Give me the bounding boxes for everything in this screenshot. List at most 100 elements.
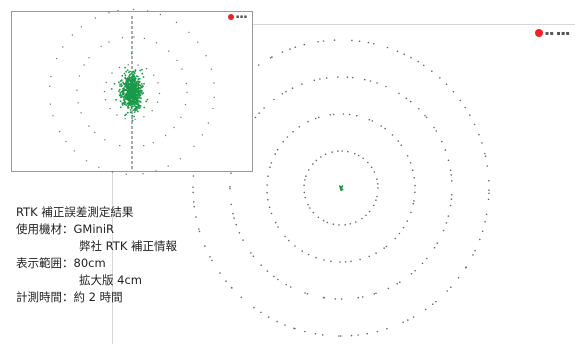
ring-point <box>386 327 388 330</box>
ring-point <box>271 56 273 58</box>
ring-point <box>406 155 409 157</box>
cluster-point <box>127 107 129 109</box>
cluster-point <box>142 85 144 88</box>
ring-point <box>260 311 262 314</box>
cluster-point <box>129 70 132 73</box>
ring-point <box>49 85 51 88</box>
ring-point <box>158 92 161 95</box>
cluster-point <box>145 100 148 103</box>
ring-point <box>303 43 306 46</box>
ring-point <box>192 201 195 203</box>
ring-point <box>201 134 204 136</box>
ring-point <box>350 334 353 337</box>
ring-point <box>83 64 85 66</box>
ring-point <box>186 91 188 94</box>
ring-point <box>439 77 441 79</box>
ring-point <box>304 292 306 294</box>
ring-point <box>312 211 315 214</box>
ring-point <box>425 116 428 119</box>
ring-point <box>289 48 291 50</box>
ring-point <box>324 153 327 156</box>
ring-point <box>329 114 332 116</box>
ring-point <box>469 114 471 116</box>
cluster-point <box>138 80 141 83</box>
ring-point <box>366 332 369 335</box>
cluster-point <box>121 90 124 93</box>
logo-inset: ▪▪▪ <box>228 14 248 20</box>
ring-point <box>418 108 420 110</box>
ring-point <box>274 153 277 155</box>
ring-point <box>413 200 415 202</box>
cluster-point <box>126 94 128 97</box>
ring-point <box>155 170 157 172</box>
ring-point <box>306 293 309 295</box>
ring-point <box>175 21 178 24</box>
ring-point <box>376 330 379 333</box>
cluster-point <box>136 80 139 83</box>
ring-point <box>387 287 390 290</box>
cluster-point <box>135 96 138 99</box>
ring-point <box>312 163 314 165</box>
ring-point <box>414 269 416 272</box>
cluster-point <box>140 91 143 94</box>
ring-point <box>332 223 335 225</box>
ring-point <box>229 186 231 188</box>
ring-point <box>137 64 139 66</box>
ring-point <box>318 116 320 119</box>
ring-point <box>285 283 288 286</box>
main-cluster <box>339 185 344 192</box>
cluster-point <box>129 104 132 106</box>
ring-point <box>413 177 416 179</box>
ring-point <box>85 160 88 162</box>
cluster-point <box>131 76 134 78</box>
ring-point <box>157 82 159 84</box>
ring-point <box>340 298 343 300</box>
logo-mark: ▪▪ ▪▪▪ <box>545 29 571 37</box>
cluster-point <box>130 52 133 55</box>
ring-point <box>146 10 149 12</box>
ring-point <box>274 221 277 224</box>
cluster-point <box>120 83 123 85</box>
ring-point <box>235 223 237 226</box>
ring-point <box>421 262 424 265</box>
ring-point <box>257 64 260 66</box>
ring-point <box>350 260 352 263</box>
ring-point <box>424 308 427 311</box>
cluster-point <box>133 76 136 78</box>
ring-point <box>450 198 453 200</box>
ring-point <box>143 37 146 40</box>
cluster-point <box>131 83 133 85</box>
ring-point <box>351 39 353 42</box>
cluster-point <box>141 92 144 95</box>
ring-point <box>269 57 272 59</box>
ring-point <box>294 245 296 247</box>
ring-point <box>375 199 377 201</box>
ring-point <box>368 118 371 121</box>
ring-point <box>263 107 265 109</box>
ring-point <box>376 195 378 198</box>
cluster-point <box>124 85 126 88</box>
cluster-point <box>124 88 127 91</box>
notes-time-row: 計測時間：約 2 時間 <box>16 289 177 306</box>
cluster-point <box>139 106 141 109</box>
cluster-point <box>113 82 116 85</box>
cluster-point <box>124 94 127 97</box>
ring-point <box>176 59 178 62</box>
cluster-point <box>139 84 142 87</box>
cluster-point <box>121 103 124 105</box>
ring-point <box>376 82 378 84</box>
ring-point <box>143 145 145 147</box>
ring-point <box>414 184 416 187</box>
ring-point <box>322 40 325 42</box>
device-value: GMiniR <box>73 222 115 236</box>
cluster-point <box>141 90 143 92</box>
ring-point <box>410 273 413 275</box>
logo-main: ▪▪ ▪▪▪ <box>535 29 570 37</box>
ring-point <box>446 290 449 292</box>
cluster-point <box>129 76 132 79</box>
cluster-point <box>127 105 129 108</box>
cluster-point <box>117 81 120 84</box>
ring-point <box>242 239 244 241</box>
cluster-point <box>131 100 134 103</box>
